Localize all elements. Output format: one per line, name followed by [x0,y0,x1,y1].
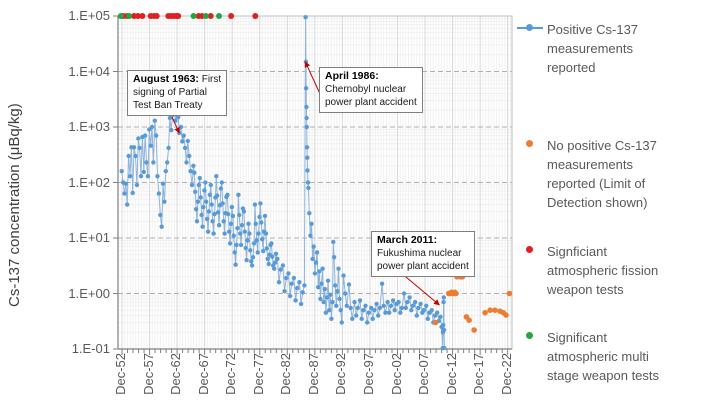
annotation-date: August 1963: [133,73,199,85]
legend-label: No positive Cs-137 measurements reported… [547,138,657,210]
x-tick-label: Dec-72 [223,353,239,395]
x-tick-label: Dec-82 [278,353,294,395]
x-tick-label: Dec-77 [250,353,266,395]
blue-line-dot-marker-icon [517,23,543,33]
y-axis-title: Cs-137 concentration (μBq/kg) [6,103,23,307]
annotation-date: April 1986: [325,70,379,82]
y-tick-label: 1.E+02 [68,174,110,190]
series-multistage-tests [117,13,222,19]
orange-dot-marker-icon [517,139,543,149]
annotation-august-1963: August 1963: First signing of Partial Te… [127,70,228,116]
legend-item-fission-tests: Signficiant atmospheric fission weapon t… [517,242,702,299]
x-tick-label: Dec-57 [140,353,156,395]
x-tick-label: Dec-22 [498,353,514,395]
green-dot-marker-icon [517,331,543,341]
legend-item-no-positive-measurements: No positive Cs-137 measurements reported… [517,136,702,212]
annotation-date: March 2011: [377,234,438,246]
annotation-april-1986: April 1986: Chernobyl nuclear power plan… [319,67,423,113]
y-tick-label: 1.E+04 [68,63,110,79]
x-tick-label: Dec-92 [333,353,349,395]
x-tick-label: Dec-97 [360,353,376,395]
series-positive-cs137 [119,15,447,351]
series-fission-tests [120,13,259,19]
legend-label: Significant atmospheric multi stage weap… [547,330,660,383]
legend: Positive Cs-137 measurements reported No… [517,0,707,416]
grid-major [118,16,512,349]
y-tick-label: 1.E+03 [68,119,110,134]
annotation-body: Chernobyl nuclear power plant accident [325,84,417,108]
annotation-lead-text: First [198,74,222,85]
annotation-march-2011: March 2011: Fukushima nuclear power plan… [371,231,475,277]
y-tick-label: 1.E-01 [71,341,110,356]
red-dot-marker-icon [517,245,543,255]
annotation-arrows [171,61,440,306]
axes [113,15,512,355]
x-tick-label: Dec-12 [443,353,459,395]
annotation-body: signing of Partial Test Ban Treaty [133,87,207,111]
x-tick-label: Dec-17 [471,353,487,395]
legend-item-multistage-tests: Significant atmospheric multi stage weap… [517,328,702,385]
y-tick-label: 1.E+00 [68,285,110,301]
legend-item-positive-measurements: Positive Cs-137 measurements reported [517,20,702,77]
legend-label: Positive Cs-137 measurements reported [547,22,639,75]
x-tick-label: Dec-67 [195,353,211,395]
y-tick-label: 1.E+05 [68,8,110,23]
annotation-body: Fukushima nuclear power plant accident [377,248,469,272]
x-tick-label: Dec-52 [113,353,128,395]
x-tick-label: Dec-87 [305,353,321,395]
x-tick-label: Dec-07 [416,353,432,395]
x-tick-label: Dec-02 [388,353,404,395]
legend-label: Signficiant atmospheric fission weapon t… [547,244,659,297]
y-tick-label: 1.E+01 [68,230,110,245]
x-tick-label: Dec-62 [168,353,184,395]
